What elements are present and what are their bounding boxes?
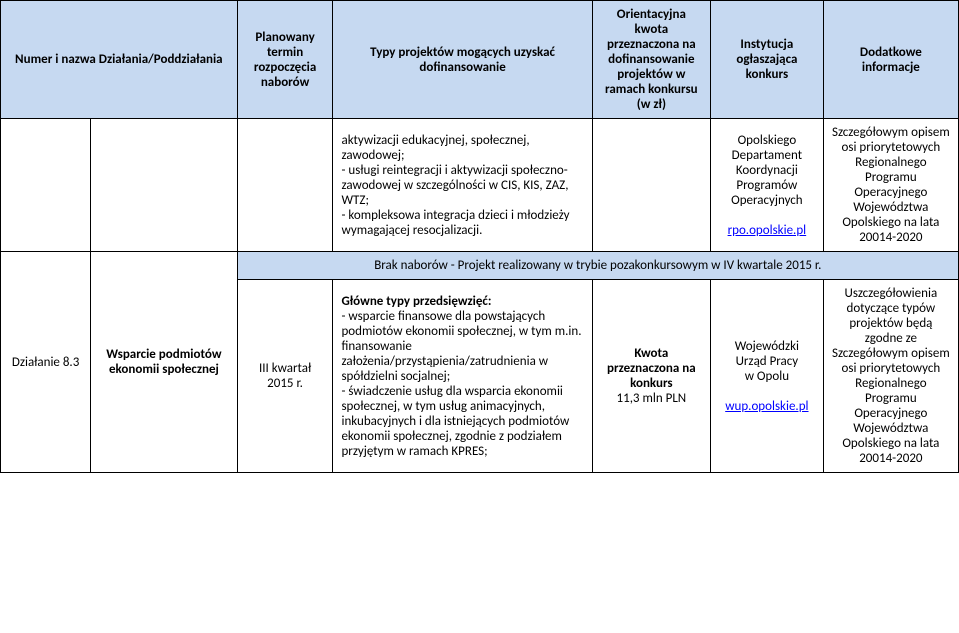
header-numer-nazwa: Numer i nazwa Działania/Poddziałania — [1, 1, 238, 119]
cell-typy: Główne typy przedsięwzięć: - wsparcie fi… — [333, 280, 592, 473]
cell-kwota — [592, 119, 710, 252]
cell-termin: III kwartał 2015 r. — [237, 280, 333, 473]
cell-typy: aktywizacji edukacyjnej, społecznej, zaw… — [333, 119, 592, 252]
cell-instytucja: Opolskiego Departament Koordynacji Progr… — [711, 119, 824, 252]
cell-numer — [1, 119, 91, 252]
cell-dodatkowe: Uszczegółowienia dotyczące typów projekt… — [823, 280, 958, 473]
table-row-brak: Działanie 8.3 Wsparcie podmiotów ekonomi… — [1, 252, 959, 280]
instytucja-line: Koordynacji — [736, 163, 798, 178]
data-table: Numer i nazwa Działania/Poddziałania Pla… — [0, 0, 959, 473]
instytucja-line: w Opolu — [745, 369, 789, 384]
cell-nazwa — [91, 119, 238, 252]
instytucja-link[interactable]: rpo.opolskie.pl — [728, 223, 807, 238]
cell-dodatkowe: Szczegółowym opisem osi priorytetowych R… — [823, 119, 958, 252]
instytucja-link[interactable]: wup.opolskie.pl — [725, 399, 808, 414]
instytucja-line: Opolskiego — [738, 133, 797, 148]
typy-body: - wsparcie finansowe dla powstających po… — [341, 309, 584, 459]
cell-numer: Działanie 8.3 — [1, 252, 91, 473]
instytucja-line: Programów — [736, 178, 797, 193]
table-header: Numer i nazwa Działania/Poddziałania Pla… — [1, 1, 959, 119]
header-dodatkowe: Dodatkowe informacje — [823, 1, 958, 119]
cell-termin — [237, 119, 333, 252]
kwota-value: 11,3 mln PLN — [617, 391, 687, 406]
kwota-label: Kwota przeznaczona na konkurs — [607, 346, 696, 391]
header-instytucja: Instytucja ogłaszająca konkurs — [711, 1, 824, 119]
instytucja-line: Operacyjnych — [731, 193, 803, 208]
instytucja-line: Wojewódzki — [735, 339, 799, 354]
typy-title: Główne typy przedsięwzięć: — [341, 294, 491, 309]
cell-kwota: Kwota przeznaczona na konkurs 11,3 mln P… — [592, 280, 710, 473]
header-typy-projektow: Typy projektów mogących uzyskać dofinans… — [333, 1, 592, 119]
cell-nazwa: Wsparcie podmiotów ekonomii społecznej — [91, 252, 238, 473]
header-planowany-termin: Planowany termin rozpoczęcia naborów — [237, 1, 333, 119]
instytucja-line: Departament — [732, 148, 802, 163]
table-row: aktywizacji edukacyjnej, społecznej, zaw… — [1, 119, 959, 252]
cell-instytucja: Wojewódzki Urząd Pracy w Opolu wup.opols… — [711, 280, 824, 473]
cell-brak-naborow: Brak naborów - Projekt realizowany w try… — [237, 252, 958, 280]
instytucja-line: Urząd Pracy — [736, 354, 799, 369]
header-orientacyjna-kwota: Orientacyjna kwota przeznaczona na dofin… — [592, 1, 710, 119]
